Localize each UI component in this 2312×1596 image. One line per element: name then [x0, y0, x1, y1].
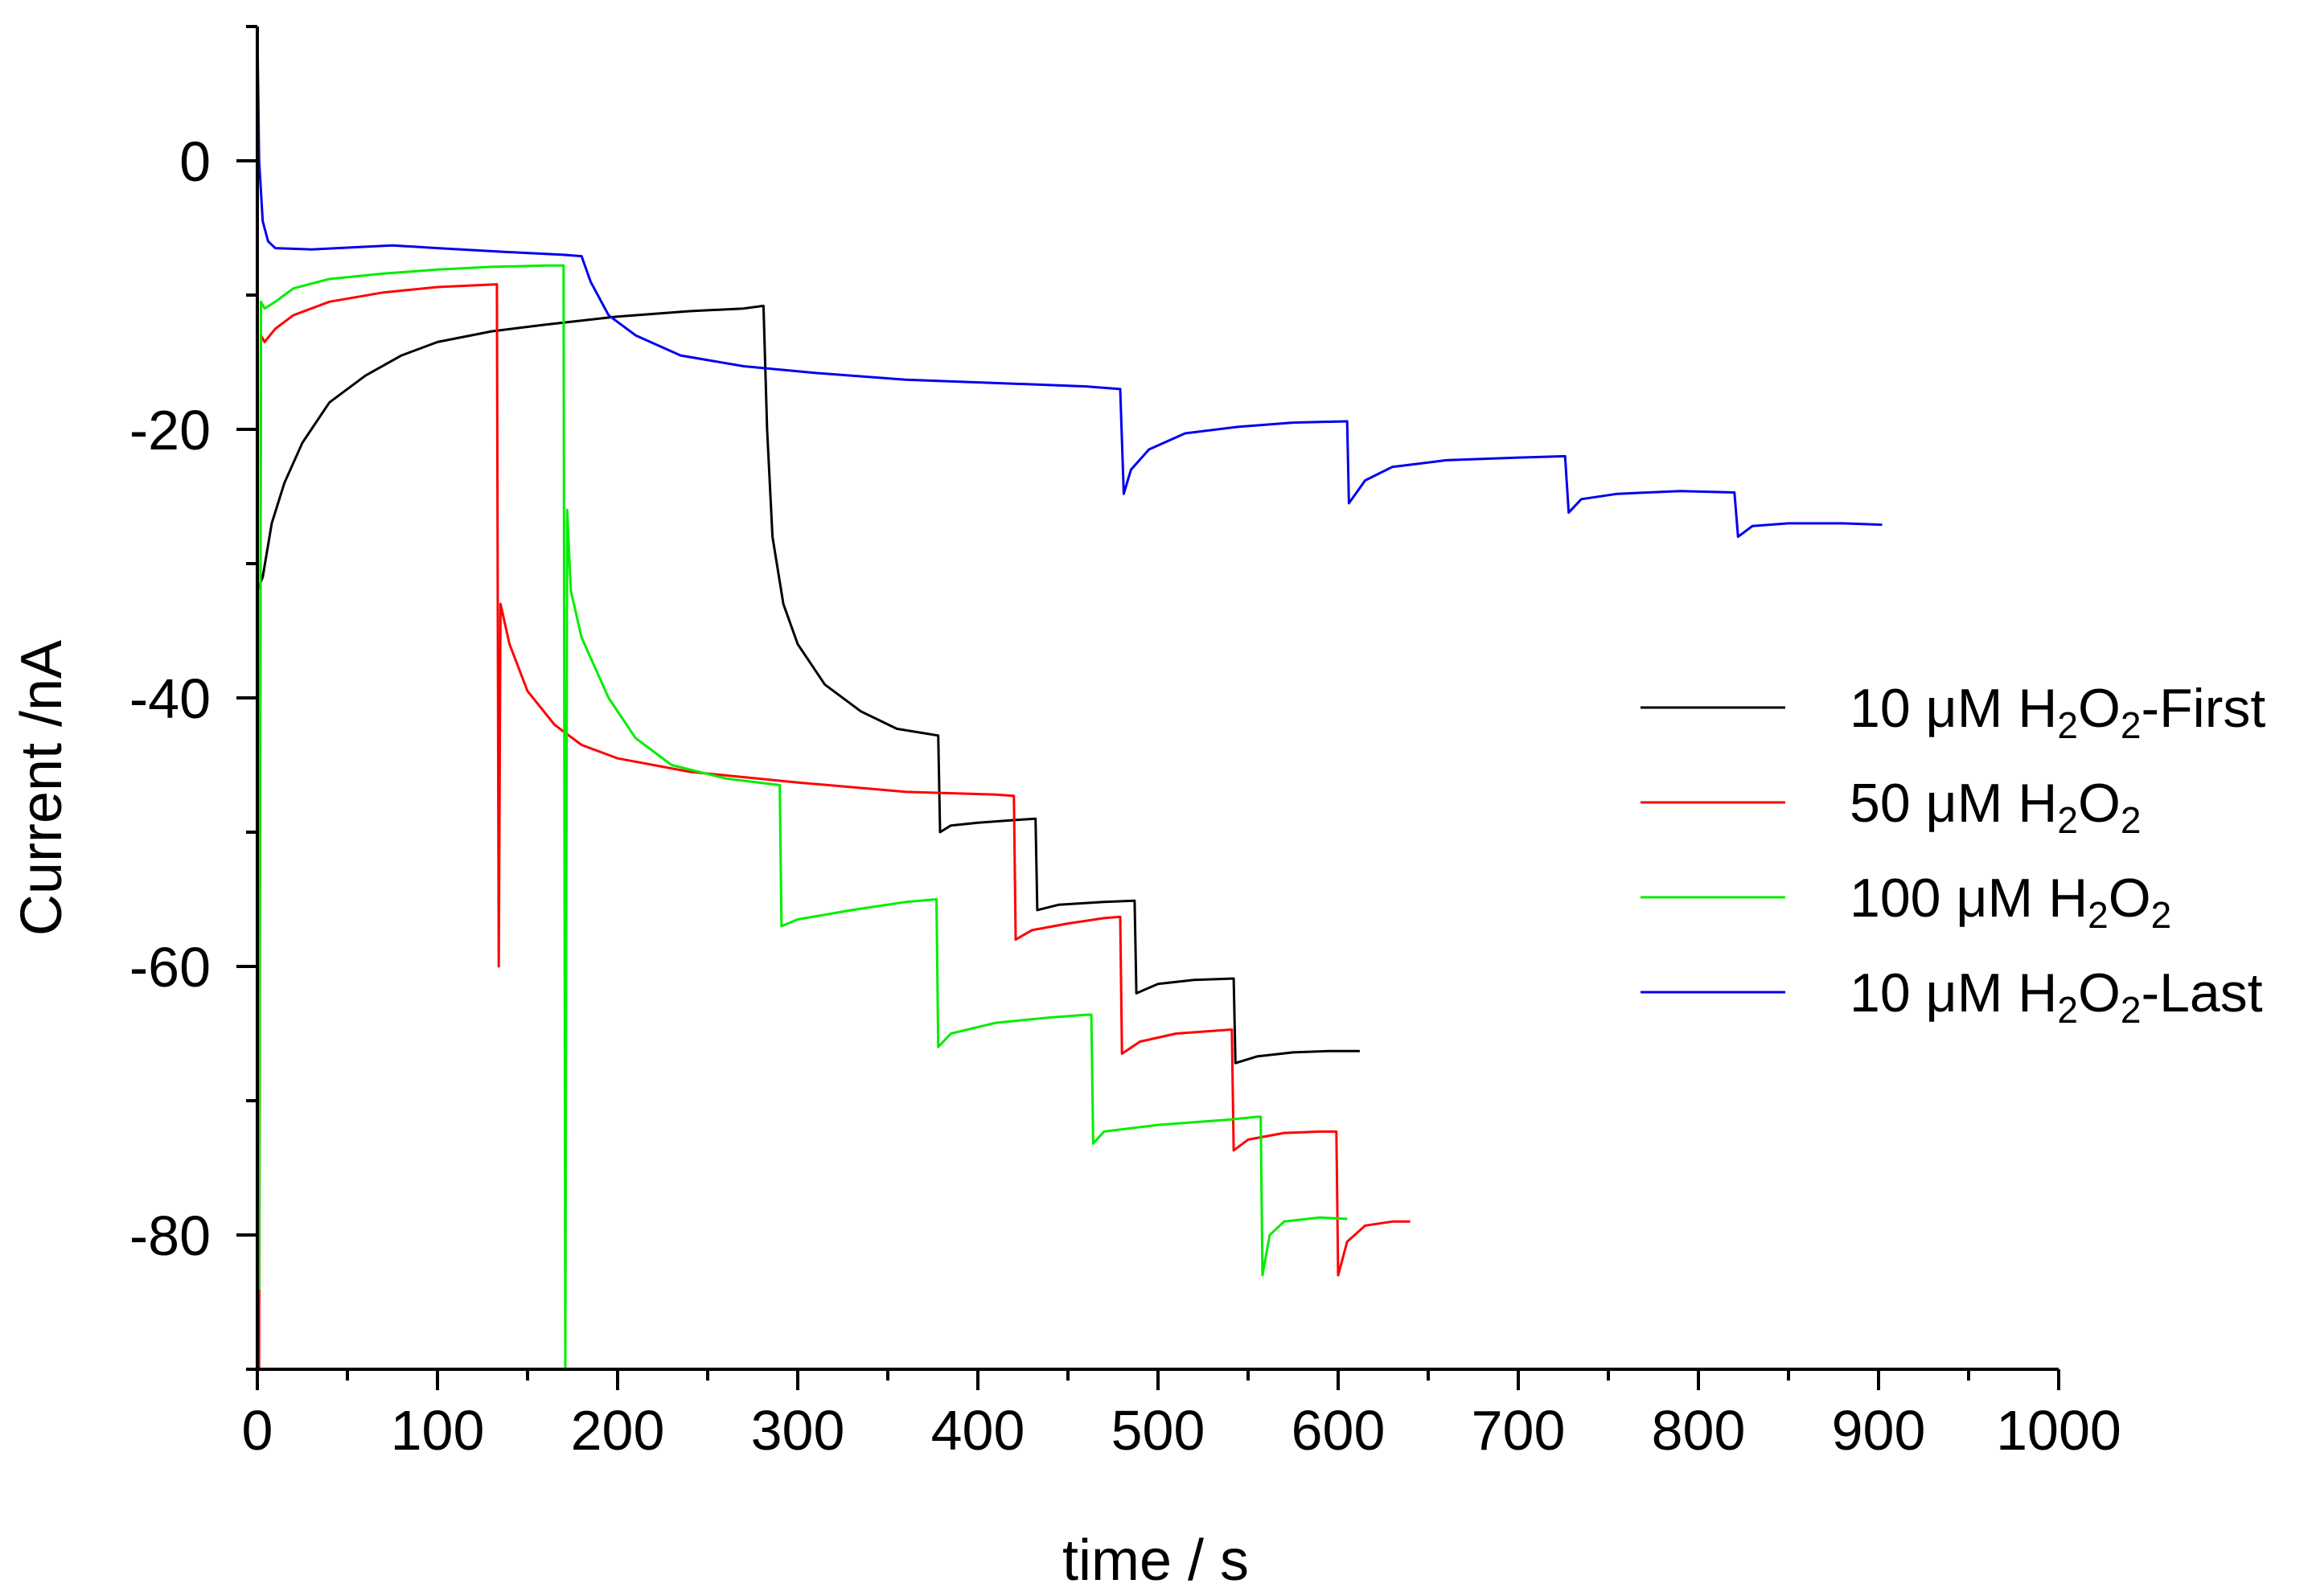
series-layer [256, 26, 1883, 1371]
x-tick-label: 400 [931, 1399, 1025, 1462]
legend-label-3: 10 μM H2O2-Last [1850, 962, 2263, 1031]
x-tick-label: 200 [571, 1399, 665, 1462]
y-tick-label: -40 [129, 667, 211, 730]
series-line-3 [256, 26, 1883, 539]
y-tick-label: 0 [179, 130, 211, 193]
y-tick-label: -80 [129, 1204, 211, 1267]
x-tick-label: 0 [242, 1399, 273, 1462]
x-tick-label: 700 [1472, 1399, 1566, 1462]
series-line-0 [256, 304, 1360, 1065]
legend-label-1: 50 μM H2O2 [1850, 773, 2141, 841]
legend-label-0: 10 μM H2O2-First [1850, 678, 2265, 746]
x-tick-label: 1000 [1996, 1399, 2121, 1462]
x-tick-label: 900 [1832, 1399, 1926, 1462]
series-line-1 [256, 283, 1411, 1371]
x-tick-label: 500 [1111, 1399, 1205, 1462]
x-tick-label: 100 [391, 1399, 485, 1462]
axes-layer: 0 100 200 300 400 500 600 700 800 900 1000 0 -20 -40 -… [129, 25, 2121, 1462]
legend-label-2: 100 μM H2O2 [1850, 868, 2171, 936]
series-line-2 [256, 264, 1348, 1371]
y-axis-title: Current /nA [10, 640, 74, 936]
x-axis-title: time / s [1062, 1528, 1249, 1593]
legend: 10 μM H2O2-First 50 μM H2O2 100 μM H2O2 10 … [1641, 678, 2265, 1031]
x-tick-label: 300 [751, 1399, 845, 1462]
x-tick-label: 600 [1292, 1399, 1386, 1462]
x-tick-label: 800 [1652, 1399, 1746, 1462]
y-tick-label: -20 [129, 399, 211, 462]
y-tick-label: -60 [129, 936, 211, 999]
